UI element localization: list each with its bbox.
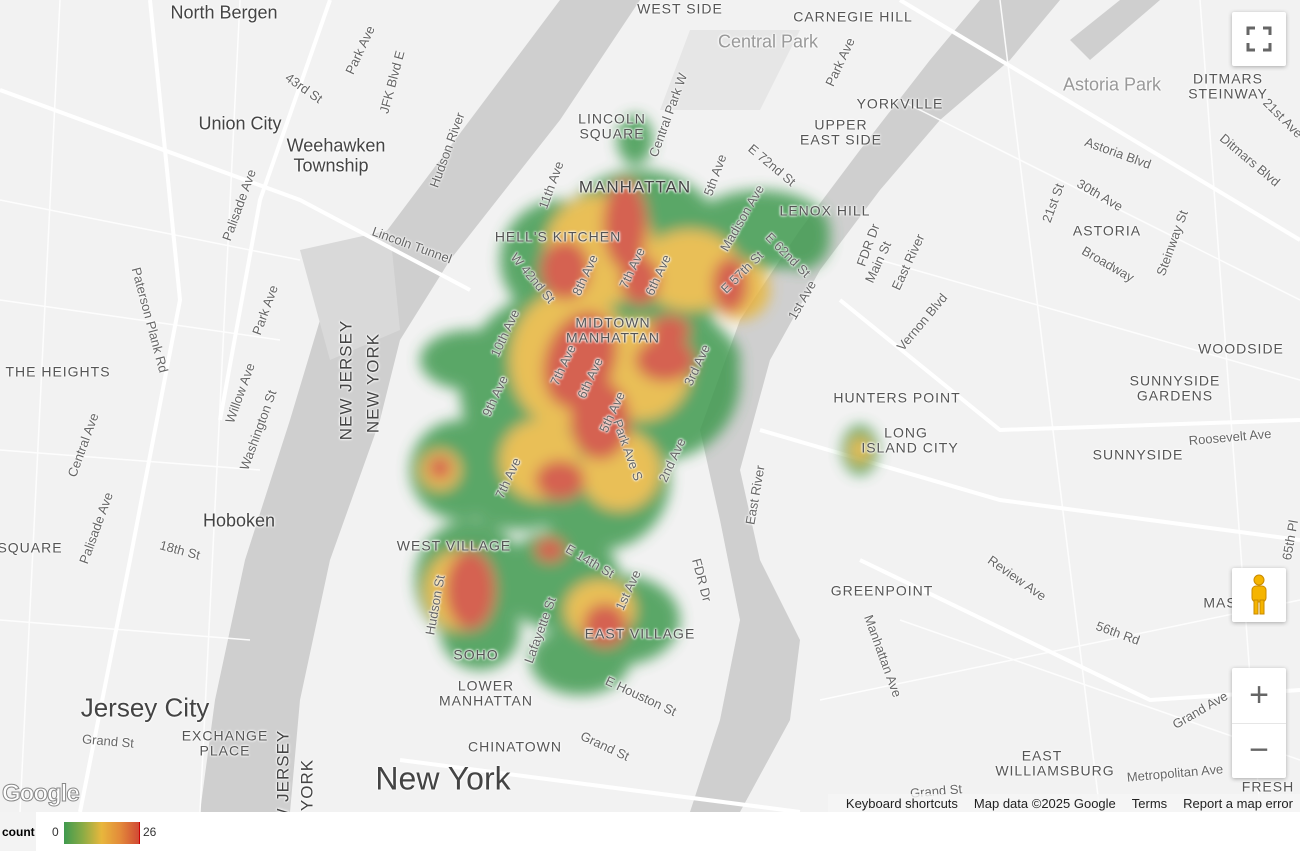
fullscreen-button[interactable] <box>1232 12 1286 66</box>
hudson-river <box>200 0 640 812</box>
map-data-text: Map data ©2025 Google <box>973 795 1116 811</box>
report-map-error-link[interactable]: Report a map error <box>1183 795 1293 811</box>
heatmap-blob <box>570 380 630 460</box>
street-view-pegman-button[interactable] <box>1232 568 1286 622</box>
map-base-layer <box>0 0 1300 812</box>
major-roads <box>0 0 1300 812</box>
pier-area <box>300 230 400 360</box>
terms-link[interactable]: Terms <box>1131 795 1168 811</box>
zoom-control: + − <box>1232 668 1286 778</box>
legend-title: count <box>0 812 36 851</box>
heatmap-blob <box>850 436 870 464</box>
heatmap-blob <box>603 180 647 270</box>
heatmap-blob <box>712 257 748 313</box>
map-attribution: Keyboard shortcuts Map data ©2025 Google… <box>827 794 1300 812</box>
heatmap-blob <box>540 240 590 300</box>
google-logo[interactable]: Google <box>2 780 81 808</box>
heatmap-blob <box>535 460 585 500</box>
fullscreen-icon <box>1246 26 1272 52</box>
heatmap-blob <box>650 315 690 345</box>
east-river <box>690 0 1060 812</box>
zoom-in-button[interactable]: + <box>1232 669 1286 724</box>
zoom-out-button[interactable]: − <box>1249 731 1269 769</box>
heatmap-blob <box>428 456 452 480</box>
heatmap-blob <box>535 538 565 562</box>
minor-roads <box>0 0 1300 812</box>
heatmap-blob <box>635 338 695 382</box>
street-view-pegman-icon <box>1251 574 1267 615</box>
hell-gate <box>1070 0 1160 60</box>
heatmap-blob <box>617 115 653 165</box>
legend-gradient-bar <box>64 822 140 844</box>
legend-max: 26 <box>143 825 157 839</box>
map-canvas[interactable]: North Bergen Union City Weehawken Townsh… <box>0 0 1300 812</box>
central-park-area <box>660 30 800 110</box>
heatmap-blob <box>445 550 495 630</box>
legend-min: 0 <box>52 825 59 839</box>
heatmap-layer <box>410 115 878 695</box>
heatmap-blob <box>620 255 660 305</box>
heatmap-blob <box>770 210 830 270</box>
keyboard-shortcuts-link[interactable]: Keyboard shortcuts <box>845 795 958 811</box>
heatmap-legend: count 0 26 <box>0 812 1300 851</box>
heatmap-blob <box>583 603 627 647</box>
